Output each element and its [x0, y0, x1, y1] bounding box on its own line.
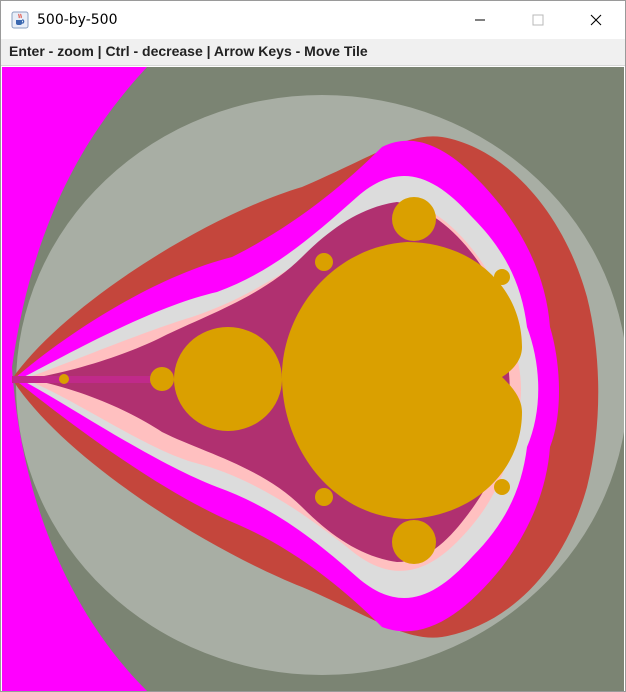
- window-title: 500-by-500: [37, 12, 118, 28]
- mandelbrot-small-bulb-6: [59, 374, 69, 384]
- mandelbrot-small-bulb-3: [315, 488, 333, 506]
- close-button[interactable]: [567, 1, 625, 39]
- mandelbrot-small-bulb-1: [150, 367, 174, 391]
- mandelbrot-bottom-bulb: [392, 520, 436, 564]
- mandelbrot-left-bulb: [174, 327, 282, 431]
- mandelbrot-top-bulb: [392, 197, 436, 241]
- mandelbrot-small-bulb-5: [494, 479, 510, 495]
- close-icon: [590, 14, 602, 26]
- fractal-canvas[interactable]: [2, 67, 624, 691]
- java-icon: [11, 11, 29, 29]
- maximize-icon: [532, 14, 544, 26]
- minimize-icon: [474, 14, 486, 26]
- instructions-bar: Enter - zoom | Ctrl - decrease | Arrow K…: [1, 39, 625, 66]
- mandelbrot-set-body: [282, 242, 522, 519]
- maximize-button[interactable]: [509, 1, 567, 39]
- minimize-button[interactable]: [451, 1, 509, 39]
- fractal-antenna: [12, 376, 162, 383]
- magenta-corner-region: [2, 67, 147, 691]
- mandelbrot-small-bulb-2: [315, 253, 333, 271]
- title-bar[interactable]: 500-by-500: [1, 1, 625, 39]
- mandelbrot-small-bulb-4: [494, 269, 510, 285]
- instructions-label: Enter - zoom | Ctrl - decrease | Arrow K…: [9, 43, 368, 59]
